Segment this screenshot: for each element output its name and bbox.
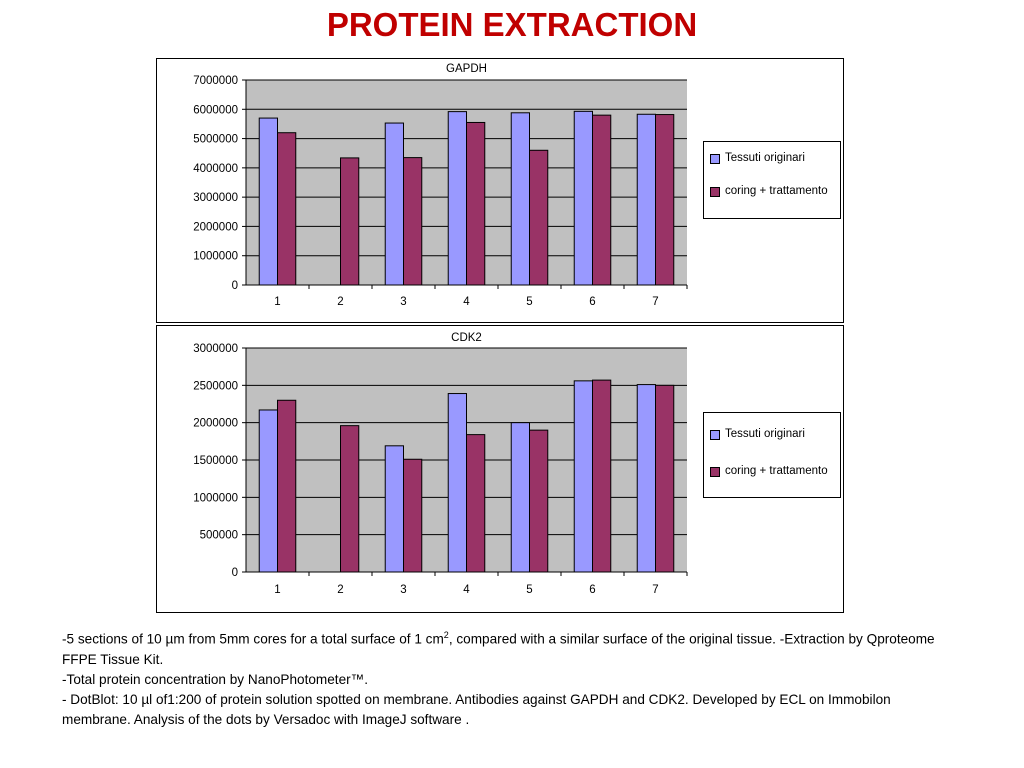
y-tick-label: 3000000 — [193, 343, 238, 355]
x-tick-label: 1 — [274, 584, 280, 596]
y-tick-label: 4000000 — [193, 163, 238, 175]
bar-cdk2-series-2-cat-2 — [340, 425, 360, 573]
bar-cdk2-series-1-cat-7 — [636, 384, 657, 573]
bar-gapdh-series-2-cat-5 — [529, 149, 549, 286]
y-tick-label: 2000000 — [193, 221, 238, 233]
y-tick-label: 500000 — [200, 530, 238, 542]
y-tick-label: 0 — [232, 567, 238, 579]
y-tick-label: 7000000 — [193, 75, 238, 87]
cdk2-chart-svg: 0 500000 1000000 1500000 2000000 2500000 30000… — [193, 332, 688, 596]
bar-gapdh-series-2-cat-6 — [592, 114, 612, 286]
cdk2-legend: Tessuti originari coring + trattamento — [703, 412, 841, 498]
legend-swatch-series-1 — [710, 154, 720, 164]
description-line-1-b: , compared with a similar surface of the… — [62, 631, 935, 667]
bar-gapdh-series-1-cat-5 — [510, 112, 531, 286]
bar-cdk2-series-1-cat-5 — [510, 422, 531, 573]
y-tick-label: 1500000 — [193, 455, 238, 467]
gapdh-chart-svg: 0 1000000 2000000 3000000 4000000 5000000 6000… — [193, 63, 688, 308]
bar-cdk2-series-2-cat-7 — [655, 384, 675, 573]
y-tick-label: 2500000 — [193, 380, 238, 392]
bar-gapdh-series-2-cat-7 — [655, 114, 675, 286]
bar-cdk2-series-2-cat-5 — [529, 429, 549, 573]
description-line-1: -5 sections of 10 µm from 5mm cores for … — [62, 625, 962, 670]
bar-cdk2-series-2-cat-3 — [403, 458, 423, 573]
x-tick-label: 3 — [400, 296, 406, 308]
chart-title: CDK2 — [451, 332, 482, 344]
x-tick-label: 4 — [463, 584, 470, 596]
description-superscript: 2 — [443, 630, 449, 640]
y-tick-label: 5000000 — [193, 134, 238, 146]
legend-entry-series-2: coring + trattamento — [710, 464, 833, 478]
bar-gapdh-series-2-cat-2 — [340, 157, 360, 286]
description-line-1-a: -5 sections of 10 µm from 5mm cores for … — [62, 631, 444, 647]
legend-entry-series-1: Tessuti originari — [710, 427, 833, 441]
legend-swatch-series-2 — [710, 187, 720, 197]
bar-gapdh-series-1-cat-6 — [573, 110, 594, 286]
bar-gapdh-series-2-cat-1 — [277, 132, 297, 286]
bar-gapdh-series-2-cat-4 — [466, 121, 486, 286]
y-tick-label: 1000000 — [193, 492, 238, 504]
bar-gapdh-series-1-cat-3 — [384, 122, 404, 286]
bar-cdk2-series-1-cat-4 — [447, 393, 468, 573]
bar-gapdh-series-1-cat-4 — [447, 111, 468, 286]
cdk2-chart: 0 500000 1000000 1500000 2000000 2500000 30000… — [156, 325, 844, 613]
chart-title: GAPDH — [446, 63, 487, 75]
x-tick-label: 3 — [400, 584, 406, 596]
bar-cdk2-series-1-cat-3 — [384, 445, 404, 573]
legend-label-series-2: coring + trattamento — [725, 465, 828, 477]
slide-title: PROTEIN EXTRACTION — [326, 6, 698, 43]
x-tick-label: 6 — [589, 584, 595, 596]
x-tick-label: 2 — [337, 296, 343, 308]
legend-entry-series-2: coring + trattamento — [710, 184, 833, 198]
y-tick-label: 0 — [232, 280, 238, 292]
y-tick-label: 2000000 — [193, 418, 238, 430]
x-tick-label: 5 — [526, 296, 532, 308]
x-tick-label: 4 — [463, 296, 470, 308]
x-tick-label: 2 — [337, 584, 343, 596]
x-tick-label: 7 — [652, 584, 658, 596]
gapdh-legend: Tessuti originari coring + trattamento — [703, 141, 841, 219]
legend-entry-series-1: Tessuti originari — [710, 151, 833, 165]
bar-gapdh-series-1-cat-1 — [258, 117, 279, 286]
description-text: -5 sections of 10 µm from 5mm cores for … — [62, 625, 962, 730]
y-tick-label: 1000000 — [193, 251, 238, 263]
description-line-3: - DotBlot: 10 µl of1:200 of protein solu… — [62, 691, 891, 727]
bar-cdk2-series-1-cat-1 — [258, 409, 279, 573]
x-tick-label: 5 — [526, 584, 532, 596]
legend-swatch-series-1 — [710, 430, 720, 440]
gapdh-chart: 0 1000000 2000000 3000000 4000000 5000000 6000… — [156, 58, 844, 323]
x-tick-label: 6 — [589, 296, 595, 308]
bar-cdk2-series-2-cat-6 — [592, 379, 612, 573]
legend-swatch-series-2 — [710, 467, 720, 477]
bar-cdk2-series-1-cat-6 — [573, 380, 594, 573]
x-tick-label: 7 — [652, 296, 658, 308]
bar-gapdh-series-1-cat-7 — [636, 113, 657, 286]
legend-label-series-2: coring + trattamento — [725, 185, 828, 197]
x-tick-label: 1 — [274, 296, 280, 308]
legend-label-series-1: Tessuti originari — [725, 152, 805, 164]
description-line-2: -Total protein concentration by NanoPhot… — [62, 671, 369, 687]
y-tick-label: 6000000 — [193, 104, 238, 116]
bar-gapdh-series-2-cat-3 — [403, 157, 423, 286]
bar-cdk2-series-2-cat-4 — [466, 434, 486, 573]
bar-cdk2-series-2-cat-1 — [277, 399, 297, 573]
y-tick-label: 3000000 — [193, 192, 238, 204]
legend-label-series-1: Tessuti originari — [725, 428, 805, 440]
